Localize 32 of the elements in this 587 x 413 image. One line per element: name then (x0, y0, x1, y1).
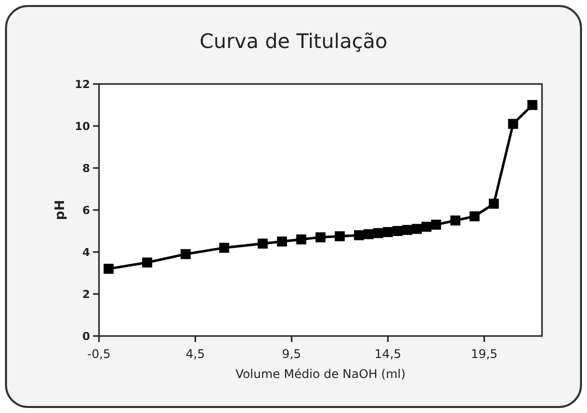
y-tick-label: 10 (74, 120, 90, 133)
point (296, 234, 306, 244)
point (488, 198, 499, 209)
point (421, 222, 432, 232)
point (219, 242, 230, 253)
point (354, 230, 364, 240)
x-tick-label: -0,5 (87, 347, 111, 361)
point (431, 220, 442, 230)
point (180, 249, 191, 260)
point (450, 216, 460, 226)
chart-title: Curva de Titulação (200, 29, 388, 53)
point (316, 232, 326, 242)
x-axis-title: Volume Médio de NaOH (ml) (235, 367, 406, 381)
x-tick-label: 4,5 (186, 347, 205, 361)
y-tick-label: 6 (82, 204, 90, 217)
y-tick-label: 8 (82, 162, 90, 175)
point (142, 258, 152, 268)
point (470, 211, 480, 222)
y-tick-label: 0 (82, 330, 90, 343)
point (276, 236, 287, 246)
x-tick-label: 19,5 (470, 347, 498, 361)
x-tick-label: 14,5 (374, 347, 402, 361)
y-tick-label: 12 (74, 78, 90, 91)
y-tick-label: 2 (82, 288, 90, 301)
point (527, 100, 538, 110)
x-tick-label: 9,5 (282, 347, 302, 361)
y-tick-label: 4 (82, 246, 90, 259)
point (104, 264, 114, 274)
point (258, 238, 268, 249)
point (508, 118, 518, 129)
y-axis-title: pH (53, 200, 68, 220)
point (334, 231, 345, 242)
